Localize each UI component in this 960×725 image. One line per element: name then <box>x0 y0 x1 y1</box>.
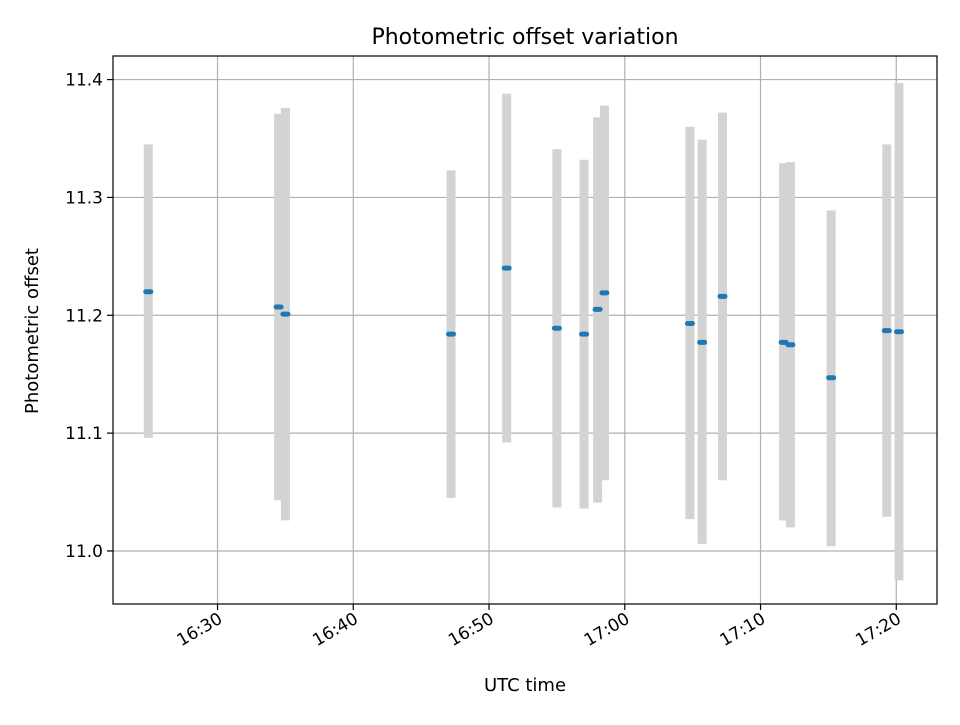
y-tick-label: 11.0 <box>65 542 103 562</box>
data-point <box>717 293 728 299</box>
data-point <box>143 289 154 295</box>
data-point <box>501 265 512 271</box>
y-tick-label: 11.1 <box>65 424 103 444</box>
data-point <box>280 311 291 317</box>
data-point <box>599 290 610 296</box>
data-point <box>579 331 590 337</box>
data-points <box>143 265 904 381</box>
data-point <box>684 321 695 327</box>
y-axis-label: Photometric offset <box>22 248 43 414</box>
y-tick-label: 11.2 <box>65 306 103 326</box>
chart-title: Photometric offset variation <box>371 25 678 50</box>
data-point <box>826 375 837 381</box>
data-point <box>446 331 457 337</box>
x-axis-label: UTC time <box>484 675 566 696</box>
data-point <box>893 329 904 335</box>
grid <box>113 56 937 604</box>
data-point <box>881 328 892 334</box>
data-point <box>551 325 562 331</box>
plot-frame <box>112 55 938 605</box>
y-tick-label: 11.3 <box>65 188 103 208</box>
data-point <box>785 342 796 348</box>
data-point <box>592 306 603 312</box>
y-tick-label: 11.4 <box>65 71 103 91</box>
data-point <box>273 304 284 310</box>
data-point <box>697 339 708 345</box>
